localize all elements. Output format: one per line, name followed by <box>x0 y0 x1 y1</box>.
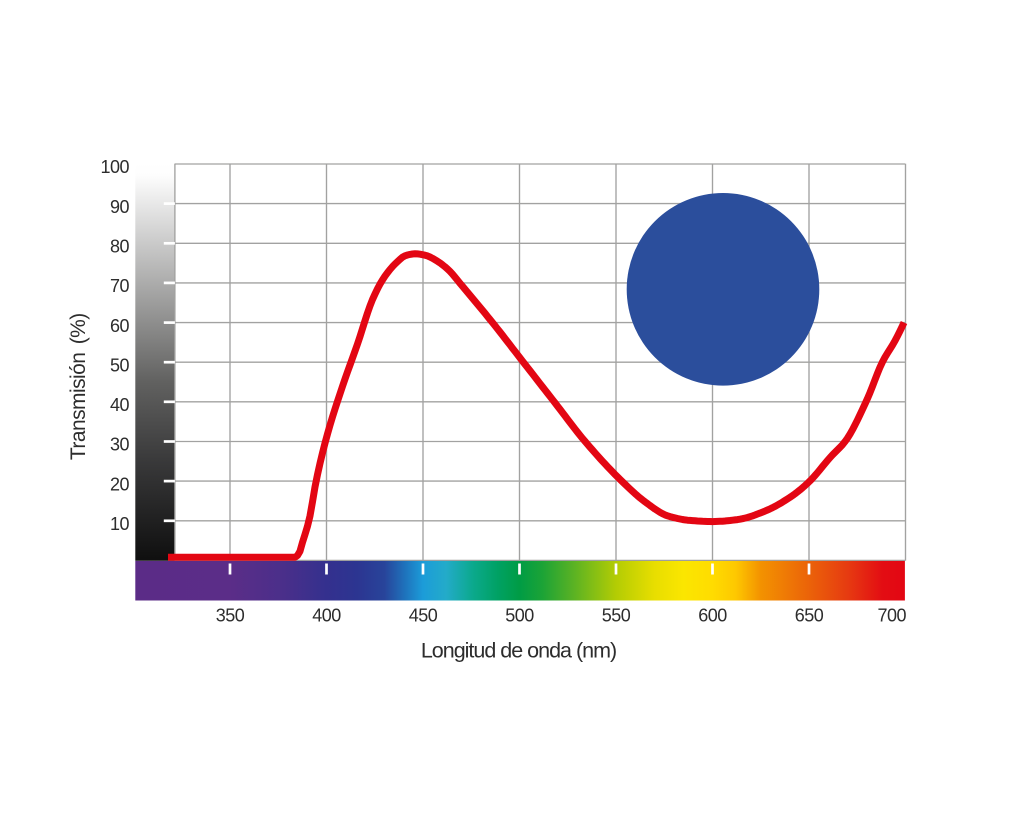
svg-text:20: 20 <box>110 474 130 494</box>
svg-text:40: 40 <box>110 395 130 415</box>
svg-text:10: 10 <box>110 514 130 534</box>
svg-text:650: 650 <box>795 606 824 626</box>
svg-text:400: 400 <box>312 606 341 626</box>
svg-text:50: 50 <box>110 355 130 375</box>
svg-text:90: 90 <box>110 197 130 217</box>
svg-text:500: 500 <box>505 606 534 626</box>
svg-text:Longitud de onda (nm): Longitud de onda (nm) <box>421 639 616 663</box>
svg-text:Transmisión (%): Transmisión (%) <box>67 313 90 460</box>
svg-text:80: 80 <box>110 237 130 257</box>
svg-text:100: 100 <box>100 157 129 177</box>
svg-text:30: 30 <box>110 435 130 455</box>
svg-text:550: 550 <box>602 606 631 626</box>
svg-text:350: 350 <box>216 606 245 626</box>
svg-text:60: 60 <box>110 316 130 336</box>
svg-text:600: 600 <box>698 606 727 626</box>
svg-text:70: 70 <box>110 276 130 296</box>
svg-text:700: 700 <box>877 606 906 626</box>
svg-text:450: 450 <box>409 606 438 626</box>
